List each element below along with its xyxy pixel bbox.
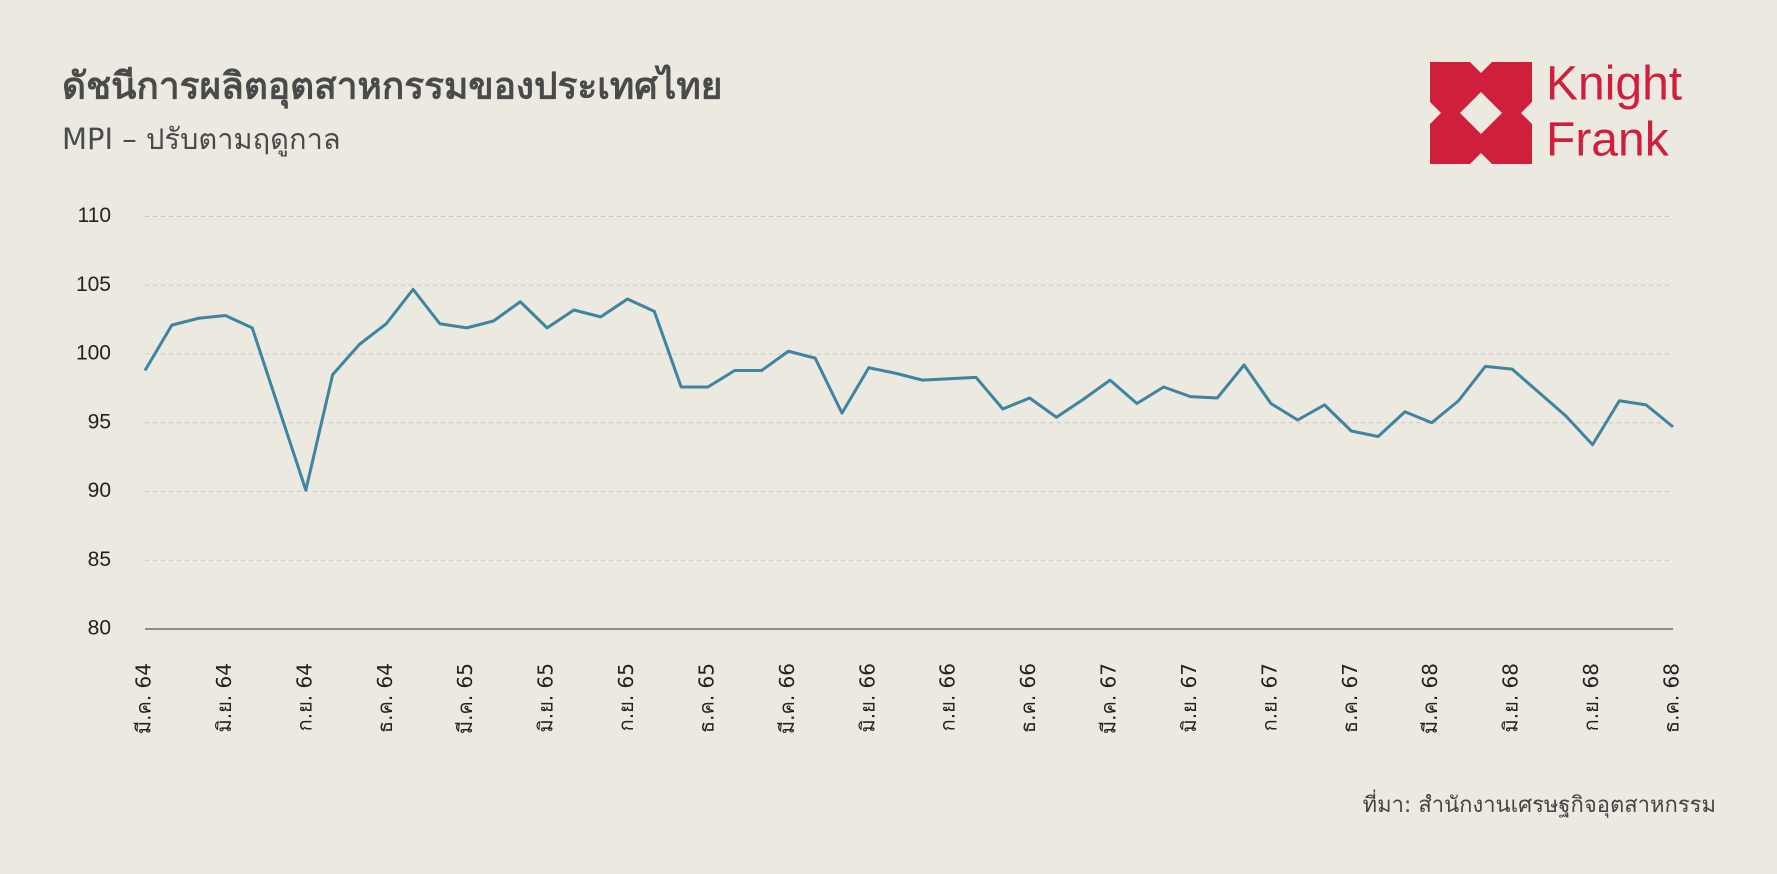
x-tick-label: มิ.ย. 67 (1177, 663, 1201, 732)
y-tick-label: 105 (76, 273, 111, 296)
chart-subtitle: MPI – ปรับตามฤดูกาล (62, 122, 341, 157)
x-tick-label: ธ.ค. 66 (1016, 663, 1040, 733)
logo: Knight Frank (1430, 58, 1682, 167)
x-tick-label: ก.ย. 64 (292, 663, 316, 731)
x-tick-label: ธ.ค. 64 (373, 663, 397, 733)
source-note: ที่มา: สำนักงานเศรษฐกิจอุตสาหกรรม (1363, 789, 1716, 818)
y-tick-label: 95 (88, 410, 111, 433)
x-tick-label: มี.ค. 68 (1418, 663, 1442, 734)
x-tick-label: มี.ค. 65 (453, 663, 477, 734)
logo-cut (1460, 92, 1502, 134)
x-tick-label: ธ.ค. 65 (694, 663, 718, 733)
y-tick-label: 85 (88, 548, 111, 571)
data-line (143, 287, 1674, 492)
x-tick-label: มี.ค. 66 (775, 663, 799, 734)
x-tick-label: ก.ย. 68 (1579, 663, 1603, 731)
x-tick-label: มิ.ย. 68 (1499, 663, 1523, 732)
y-tick-label: 80 (88, 617, 111, 640)
chart-title: ดัชนีการผลิตอุตสาหกรรมของประเทศไทย (62, 64, 722, 110)
x-tick-label: มิ.ย. 65 (534, 663, 558, 732)
x-tick-label: ธ.ค. 68 (1660, 663, 1684, 733)
y-tick-label: 110 (78, 204, 111, 227)
x-tick-label: ก.ย. 66 (936, 663, 960, 731)
x-tick-label: ก.ย. 65 (614, 663, 638, 731)
x-tick-label: มิ.ย. 64 (212, 663, 236, 732)
logo-text: Knight (1546, 58, 1682, 111)
logo-cut (1430, 102, 1441, 124)
x-tick-label: มิ.ย. 66 (855, 663, 879, 732)
x-tick-label: มี.ค. 67 (1097, 663, 1121, 734)
x-tick-label: ธ.ค. 67 (1338, 663, 1362, 733)
x-tick-label: ก.ย. 67 (1257, 663, 1281, 731)
y-tick-label: 100 (76, 342, 111, 365)
x-tick-label: มี.ค. 64 (132, 663, 156, 734)
logo-text: Frank (1546, 114, 1670, 167)
logo-cut (1470, 62, 1492, 73)
y-tick-label: 90 (88, 479, 111, 502)
logo-cut (1470, 153, 1492, 164)
logo-cut (1521, 102, 1532, 124)
